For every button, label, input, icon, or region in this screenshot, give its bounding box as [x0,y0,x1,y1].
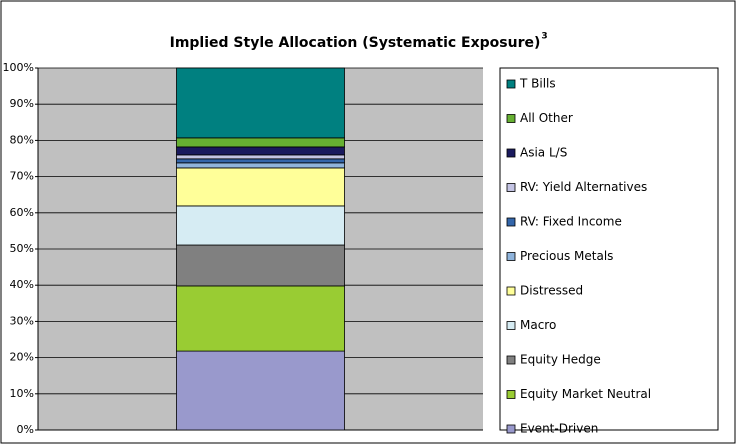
chart-title: Implied Style Allocation (Systematic Exp… [170,35,541,51]
legend-label: RV: Fixed Income [520,215,622,229]
legend-label: Distressed [520,284,583,298]
y-tick-label: 0% [17,423,34,436]
legend-swatch [506,114,516,123]
legend-label: All Other [520,111,573,125]
y-tick-label: 30% [10,314,34,327]
bar-segment [176,167,345,207]
bar-segment [176,162,345,169]
legend-label: Macro [520,318,556,332]
y-tick-label: 60% [10,206,34,219]
bar-segment [176,67,345,139]
legend-box [499,67,719,431]
y-tick-label: 90% [10,97,34,110]
legend-swatch [506,183,516,192]
y-tick-label: 80% [10,133,34,146]
bar-segment [176,244,345,287]
y-tick-label: 40% [10,278,34,291]
y-tick-label: 50% [10,242,34,255]
y-tick-label: 70% [10,170,34,183]
legend-swatch [506,390,516,399]
bar-segment [176,146,345,156]
legend-label: T Bills [519,77,556,91]
legend-label: Precious Metals [520,249,613,263]
y-tick-label: 100% [3,61,34,74]
legend-label: Asia L/S [520,146,567,160]
legend-swatch [506,252,516,261]
legend-swatch [506,355,516,365]
y-tick-label: 10% [10,387,34,400]
bar-segment [176,205,345,246]
legend-label: Equity Market Neutral [520,387,651,401]
legend-swatch [506,217,516,227]
legend-swatch [506,79,516,89]
y-tick-label: 20% [10,351,34,364]
legend-swatch [506,148,516,158]
legend-swatch [506,286,516,296]
bar-segment [176,158,345,164]
legend-label: Equity Hedge [520,353,601,367]
bar-segment [176,154,345,160]
title-note: 3 [541,32,547,42]
bar-segment [176,285,345,352]
legend-swatch [506,424,516,434]
bar-segment [176,137,345,148]
legend-swatch [506,321,516,330]
bar-segment [176,350,345,431]
legend-label: RV: Yield Alternatives [520,180,647,194]
legend-label: Event-Driven [520,422,598,436]
